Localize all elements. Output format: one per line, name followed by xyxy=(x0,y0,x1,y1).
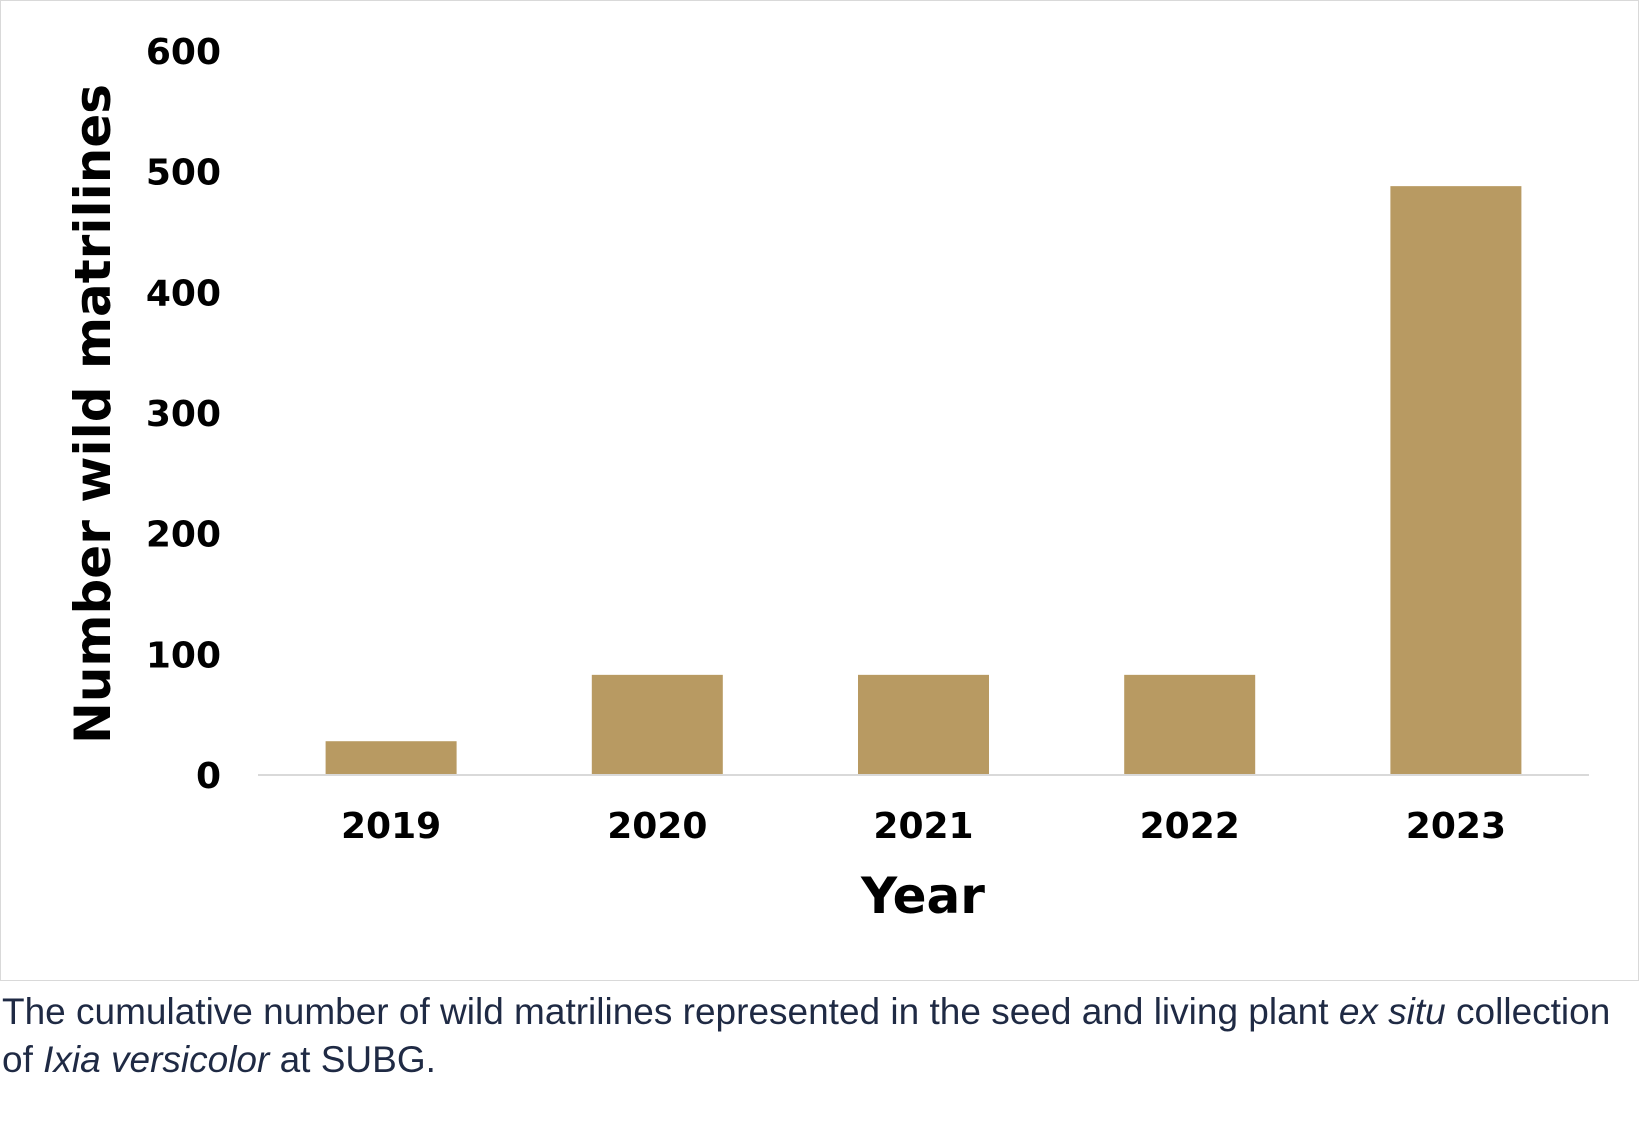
caption-italic-species: Ixia versicolor xyxy=(43,1039,270,1080)
y-tick-label: 0 xyxy=(196,756,221,797)
bar-2022 xyxy=(1124,674,1256,775)
y-axis-ticks: 0 100 200 300 400 500 600 xyxy=(146,32,221,797)
y-tick-label: 100 xyxy=(146,635,221,676)
x-tick-label: 2023 xyxy=(1406,806,1506,847)
caption-italic-ex-situ: ex situ xyxy=(1338,991,1446,1032)
bar-2019 xyxy=(325,741,457,775)
x-tick-label: 2022 xyxy=(1140,806,1240,847)
x-tick-label: 2020 xyxy=(607,806,707,847)
y-tick-label: 600 xyxy=(146,32,221,73)
x-axis-ticks: 2019 2020 2021 2022 2023 xyxy=(341,806,1506,847)
y-tick-label: 200 xyxy=(146,515,221,556)
caption-text-2: collection of xyxy=(2,991,1611,1080)
figure-caption: The cumulative number of wild matrilines… xyxy=(2,988,1632,1084)
x-tick-label: 2021 xyxy=(873,806,973,847)
chart-frame: 0 100 200 300 400 500 600 2019 2020 2021 2022 2023… xyxy=(0,0,1639,981)
x-axis-title: Year xyxy=(860,867,985,925)
y-tick-label: 300 xyxy=(146,394,221,435)
bar-2021 xyxy=(858,674,989,775)
y-tick-label: 500 xyxy=(146,153,221,194)
y-axis-title: Number wild matrilines xyxy=(64,84,122,744)
caption-text-1: The cumulative number of wild matrilines… xyxy=(2,991,1339,1032)
y-tick-label: 400 xyxy=(146,273,221,314)
bar-2020 xyxy=(591,674,723,775)
bars xyxy=(325,186,1522,775)
x-tick-label: 2019 xyxy=(341,806,441,847)
bar-2023 xyxy=(1390,186,1522,775)
bar-chart: 0 100 200 300 400 500 600 2019 2020 2021 2022 2023… xyxy=(64,32,1589,925)
caption-text-3: at SUBG. xyxy=(269,1039,436,1080)
